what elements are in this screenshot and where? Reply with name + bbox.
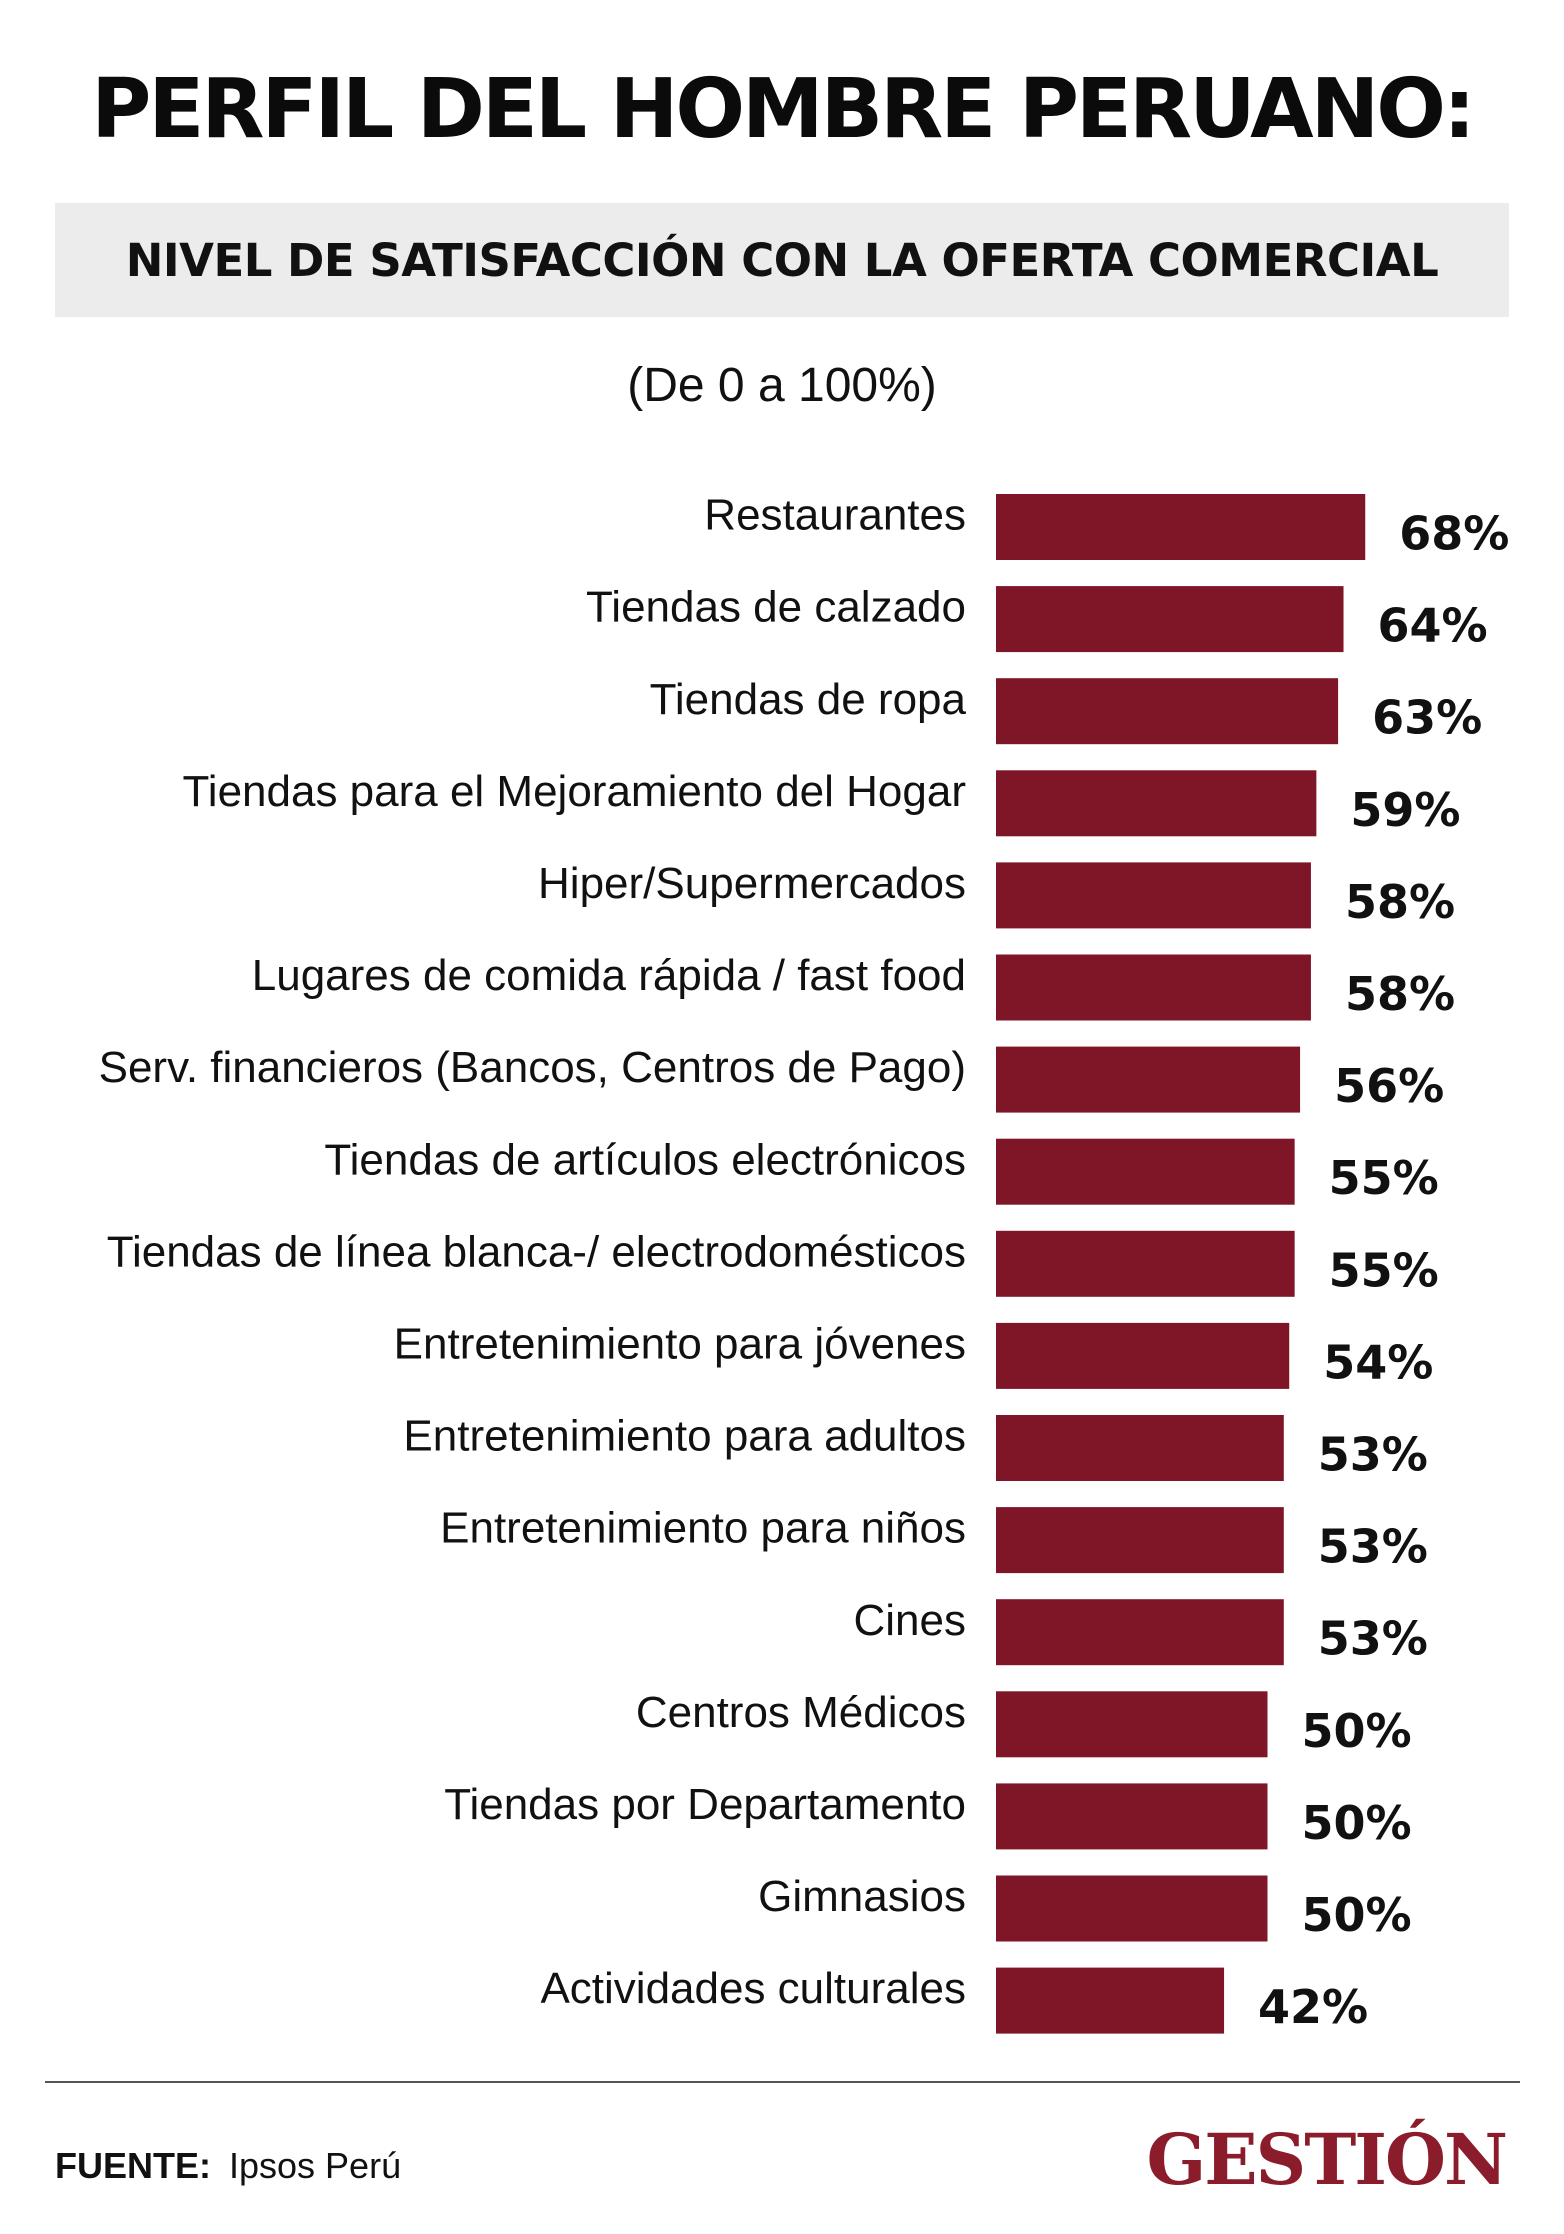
category-label: Lugares de comida rápida / fast food bbox=[252, 951, 966, 1000]
page-title: PERFIL DEL HOMBRE PERUANO: bbox=[91, 62, 1476, 157]
bar-13 bbox=[996, 1599, 1284, 1666]
value-label: 56% bbox=[1334, 1059, 1444, 1113]
bar-8 bbox=[996, 1138, 1295, 1205]
bar-10 bbox=[996, 1322, 1290, 1389]
category-label: Restaurantes bbox=[704, 491, 966, 540]
value-label: 50% bbox=[1302, 1796, 1412, 1850]
value-label: 42% bbox=[1258, 1980, 1368, 2034]
value-label: 63% bbox=[1372, 691, 1482, 745]
value-label: 53% bbox=[1318, 1612, 1428, 1666]
category-label: Entretenimiento para niños bbox=[440, 1504, 966, 1553]
category-label: Serv. financieros (Bancos, Centros de Pa… bbox=[99, 1043, 966, 1092]
bar-17 bbox=[996, 1967, 1225, 2034]
value-label: 58% bbox=[1345, 967, 1455, 1021]
bar-2 bbox=[996, 586, 1344, 653]
value-label: 58% bbox=[1345, 875, 1455, 929]
bar-1 bbox=[996, 494, 1366, 560]
value-label: 54% bbox=[1323, 1335, 1433, 1389]
bar-16 bbox=[996, 1875, 1268, 1942]
category-label: Entretenimiento para adultos bbox=[403, 1412, 966, 1461]
subtitle-banner: NIVEL DE SATISFACCIÓN CON LA OFERTA COME… bbox=[55, 203, 1509, 317]
category-label: Gimnasios bbox=[758, 1872, 966, 1921]
value-label: 53% bbox=[1318, 1520, 1428, 1574]
bar-5 bbox=[996, 862, 1311, 929]
category-label: Tiendas por Departamento bbox=[444, 1780, 966, 1829]
category-label: Centros Médicos bbox=[636, 1688, 966, 1737]
category-label: Cines bbox=[854, 1596, 967, 1645]
bar-6 bbox=[996, 954, 1311, 1021]
category-label: Tiendas de ropa bbox=[650, 675, 967, 724]
source-label: FUENTE: bbox=[55, 2145, 211, 2186]
bar-11 bbox=[996, 1415, 1284, 1481]
value-label: 50% bbox=[1302, 1888, 1412, 1942]
bar-chart: Restaurantes 68% Tiendas de calzado 64% Tien… bbox=[99, 491, 1510, 2034]
value-label: 64% bbox=[1378, 599, 1488, 653]
footer-divider bbox=[45, 2081, 1520, 2083]
value-label: 53% bbox=[1318, 1428, 1428, 1482]
range-note: (De 0 a 100%) bbox=[627, 359, 937, 412]
category-label: Hiper/Supermercados bbox=[538, 859, 966, 908]
bar-4 bbox=[996, 770, 1317, 837]
value-label: 68% bbox=[1399, 507, 1509, 561]
category-label: Tiendas de línea blanca-/ electrodomésti… bbox=[107, 1227, 966, 1276]
category-label: Tiendas para el Mejoramiento del Hogar bbox=[183, 767, 966, 816]
gestion-logo: GESTIÓN bbox=[1146, 2118, 1508, 2201]
bar-9 bbox=[996, 1230, 1295, 1297]
bar-7 bbox=[996, 1046, 1301, 1113]
source-note: FUENTE: Ipsos Perú bbox=[55, 2145, 401, 2187]
bar-15 bbox=[996, 1783, 1268, 1850]
category-label: Tiendas de artículos electrónicos bbox=[324, 1135, 966, 1184]
value-label: 55% bbox=[1329, 1243, 1439, 1297]
category-label: Entretenimiento para jóvenes bbox=[394, 1320, 966, 1369]
category-label: Tiendas de calzado bbox=[586, 583, 966, 632]
value-label: 50% bbox=[1302, 1704, 1412, 1758]
bar-12 bbox=[996, 1507, 1284, 1574]
chart-subtitle: NIVEL DE SATISFACCIÓN CON LA OFERTA COME… bbox=[125, 233, 1439, 287]
bar-14 bbox=[996, 1691, 1268, 1758]
value-label: 55% bbox=[1329, 1151, 1439, 1205]
source-value: Ipsos Perú bbox=[229, 2145, 402, 2186]
bar-3 bbox=[996, 678, 1339, 745]
value-label: 59% bbox=[1350, 783, 1460, 837]
category-label: Actividades culturales bbox=[540, 1964, 966, 2013]
